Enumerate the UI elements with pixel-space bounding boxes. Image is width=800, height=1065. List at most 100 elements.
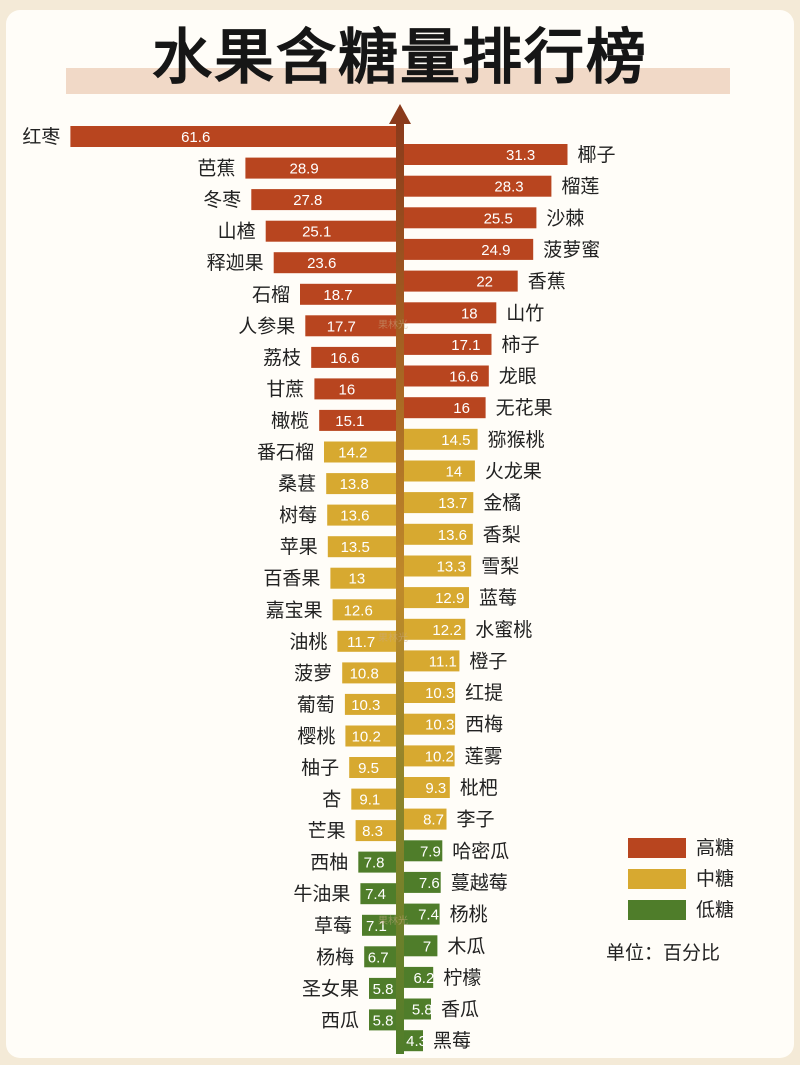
bar-value-right-27: 5.8 <box>412 1002 433 1019</box>
bar-left-13 <box>327 536 400 558</box>
bar-value-right-0: 31.3 <box>506 147 535 164</box>
bar-left-5 <box>300 283 400 305</box>
category-label-left-26: 杨梅 <box>316 946 354 968</box>
bar-value-left-1: 28.9 <box>289 161 318 178</box>
category-label-right-2: 沙棘 <box>546 207 584 229</box>
bar-right-26 <box>400 966 434 988</box>
legend-label-low: 低糖 <box>696 899 735 921</box>
category-label-left-25: 草莓 <box>314 915 352 937</box>
legend-swatch-high <box>628 838 686 858</box>
bar-value-right-20: 9.3 <box>425 780 446 797</box>
bar-value-right-26: 6.2 <box>413 970 434 987</box>
category-label-right-20: 枇杷 <box>460 777 498 799</box>
bar-value-right-12: 13.6 <box>438 527 467 544</box>
category-label-right-24: 杨桃 <box>450 904 488 926</box>
category-label-right-7: 龙眼 <box>499 366 537 388</box>
category-label-left-3: 山楂 <box>218 221 256 243</box>
bar-right-16 <box>400 650 460 672</box>
category-label-left-6: 人参果 <box>238 315 295 337</box>
bar-right-24 <box>400 903 440 925</box>
bar-value-left-20: 9.5 <box>358 760 379 777</box>
bar-right-25 <box>400 935 438 957</box>
bar-value-left-12: 13.6 <box>340 508 369 525</box>
category-label-right-23: 蔓越莓 <box>451 872 508 894</box>
category-label-right-21: 李子 <box>457 809 495 831</box>
category-label-left-12: 树莓 <box>279 505 317 527</box>
bar-left-21 <box>351 788 400 810</box>
bar-right-28 <box>400 1030 423 1052</box>
bar-right-0 <box>400 144 568 165</box>
title-highlight-band <box>66 68 730 94</box>
category-label-left-18: 葡萄 <box>297 694 335 716</box>
bar-value-left-0: 61.6 <box>181 129 210 146</box>
bar-value-right-21: 8.7 <box>423 812 444 829</box>
bar-left-15 <box>332 599 400 621</box>
category-label-left-1: 芭蕉 <box>197 158 235 180</box>
watermark: 果林光 <box>378 633 408 644</box>
bar-value-left-22: 8.3 <box>362 823 383 840</box>
bar-right-14 <box>400 587 469 609</box>
category-label-left-15: 嘉宝果 <box>266 599 323 621</box>
bar-left-25 <box>362 914 400 936</box>
bar-value-right-19: 10.2 <box>425 748 454 765</box>
bar-right-19 <box>400 745 455 767</box>
bar-value-right-15: 12.2 <box>432 622 461 639</box>
right-bars-group: 31.3 椰子 28.3 榴莲 25.5 沙棘 24.9 菠萝蜜 22 香蕉 18 山竹 17.1 柿子 1… <box>400 144 616 1052</box>
bar-value-right-24: 7.4 <box>418 907 439 924</box>
category-label-right-12: 香梨 <box>483 524 521 546</box>
bar-left-10 <box>324 441 400 463</box>
bar-value-right-1: 28.3 <box>494 179 523 196</box>
bar-value-left-25: 7.1 <box>366 918 387 935</box>
bar-value-left-2: 27.8 <box>293 192 322 209</box>
bar-left-26 <box>364 946 400 968</box>
category-label-left-22: 芒果 <box>308 820 346 842</box>
bar-value-left-16: 11.7 <box>347 634 375 651</box>
category-label-left-0: 红枣 <box>22 126 60 148</box>
category-label-right-19: 莲雾 <box>465 745 503 767</box>
bar-value-right-14: 12.9 <box>435 590 464 607</box>
bar-value-right-7: 16.6 <box>449 369 478 386</box>
bar-left-4 <box>273 252 400 274</box>
bar-value-right-17: 10.3 <box>425 685 454 702</box>
category-label-right-8: 无花果 <box>496 397 553 419</box>
legend-label-high: 高糖 <box>696 837 735 859</box>
category-label-right-16: 橙子 <box>469 650 507 672</box>
category-label-left-24: 牛油果 <box>293 883 350 905</box>
bar-left-2 <box>251 189 400 211</box>
bar-right-20 <box>400 777 450 798</box>
bar-value-right-23: 7.6 <box>419 875 440 892</box>
bar-value-left-24: 7.4 <box>365 886 386 903</box>
bar-right-2 <box>400 207 537 229</box>
bar-right-12 <box>400 523 473 545</box>
bar-left-22 <box>355 820 400 842</box>
category-label-right-5: 山竹 <box>506 302 544 324</box>
bar-value-left-8: 16 <box>339 381 356 398</box>
bar-value-right-5: 18 <box>461 305 478 322</box>
chart-title: 水果含糖量排行榜 <box>152 23 648 93</box>
watermark: 果林光 <box>378 320 408 331</box>
category-label-left-16: 油桃 <box>289 631 327 653</box>
category-label-right-13: 雪梨 <box>481 556 519 578</box>
bar-left-9 <box>319 409 400 431</box>
bar-value-left-5: 18.7 <box>323 287 352 304</box>
legend-swatch-low <box>628 900 686 920</box>
category-label-right-10: 火龙果 <box>485 461 542 483</box>
bar-value-right-18: 10.3 <box>425 717 454 734</box>
category-label-left-21: 杏 <box>322 789 341 811</box>
bar-value-left-27: 5.8 <box>373 981 394 998</box>
category-label-right-25: 木瓜 <box>447 935 485 957</box>
legend-item-low: 低糖 <box>628 898 778 922</box>
bar-left-1 <box>245 157 400 179</box>
bar-left-20 <box>349 757 400 778</box>
category-label-right-9: 猕猴桃 <box>488 429 545 451</box>
category-label-right-1: 榴莲 <box>561 176 599 198</box>
bar-value-right-11: 13.7 <box>438 495 467 512</box>
category-label-left-28: 西瓜 <box>321 1009 359 1031</box>
category-label-left-19: 樱桃 <box>297 726 335 748</box>
bar-value-left-7: 16.6 <box>330 350 359 367</box>
category-label-left-14: 百香果 <box>263 568 320 590</box>
category-label-right-27: 香瓜 <box>441 999 479 1021</box>
bar-right-5 <box>400 302 497 324</box>
bar-right-1 <box>400 175 552 197</box>
bar-left-28 <box>369 1009 400 1031</box>
